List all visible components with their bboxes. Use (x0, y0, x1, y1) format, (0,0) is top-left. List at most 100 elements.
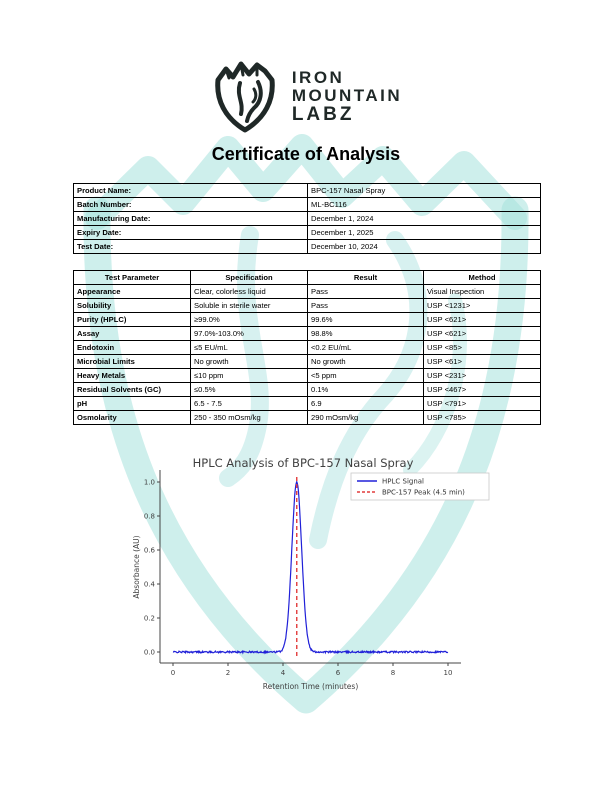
page-title: Certificate of Analysis (211, 144, 401, 164)
column-header: Result (307, 270, 424, 285)
logo-text-labz: LABZ (291, 103, 355, 125)
result: No growth (307, 354, 424, 369)
x-axis-label: Retention Time (minutes) (263, 682, 359, 691)
logo-wordmark: IRON MOUNTAIN LABZ (291, 67, 403, 125)
table-row: Assay 97.0%-103.0% 98.8% USP <621> (73, 326, 541, 341)
table-row: Batch Number: ML-BC116 (73, 197, 541, 212)
x-tick-label: 4 (281, 669, 286, 677)
test-parameter: Endotoxin (73, 340, 191, 355)
table-row: Purity (HPLC) ≥99.0% 99.6% USP <621> (73, 312, 541, 327)
x-tick-label: 0 (171, 669, 175, 677)
result: <5 ppm (307, 368, 424, 383)
specification: 250 - 350 mOsm/kg (190, 410, 308, 425)
column-header: Method (423, 270, 541, 285)
x-tick-label: 2 (226, 669, 230, 677)
table-row: Test Date: December 10, 2024 (73, 239, 541, 254)
test-parameter: Appearance (73, 284, 191, 299)
table-row: Product Name: BPC-157 Nasal Spray (73, 183, 541, 198)
method: USP <621> (423, 312, 541, 327)
test-parameter: Osmolarity (73, 410, 191, 425)
result: 290 mOsm/kg (307, 410, 424, 425)
table-row: Osmolarity 250 - 350 mOsm/kg 290 mOsm/kg… (73, 410, 541, 425)
test-results-table: Test Parameter Specification Result Meth… (73, 270, 541, 425)
specification: ≤10 ppm (190, 368, 308, 383)
table-row: Heavy Metals ≤10 ppm <5 ppm USP <231> (73, 368, 541, 383)
method: USP <231> (423, 368, 541, 383)
test-parameter: Assay (73, 326, 191, 341)
x-tick-label: 10 (444, 669, 453, 677)
test-parameter: Microbial Limits (73, 354, 191, 369)
table-row: Solubility Soluble in sterile water Pass… (73, 298, 541, 313)
x-tick-label: 6 (336, 669, 341, 677)
table-row: pH 6.5 - 7.5 6.9 USP <791> (73, 396, 541, 411)
legend-entry: BPC-157 Peak (4.5 min) (382, 489, 465, 497)
mountain-shield-icon (210, 56, 280, 136)
table-row: Microbial Limits No growth No growth USP… (73, 354, 541, 369)
method: USP <791> (423, 396, 541, 411)
specification: 6.5 - 7.5 (190, 396, 308, 411)
method: USP <621> (423, 326, 541, 341)
specification: No growth (190, 354, 308, 369)
field-value: BPC-157 Nasal Spray (307, 183, 541, 198)
y-tick-label: 0.2 (144, 615, 155, 623)
specification: ≤0.5% (190, 382, 308, 397)
specification: Soluble in sterile water (190, 298, 308, 313)
logo: IRON MOUNTAIN LABZ (0, 56, 612, 136)
y-tick-label: 0.8 (144, 513, 155, 521)
method: USP <467> (423, 382, 541, 397)
test-parameter: Heavy Metals (73, 368, 191, 383)
field-value: December 1, 2025 (307, 225, 541, 240)
method: USP <85> (423, 340, 541, 355)
hplc-signal-trace (172, 479, 449, 655)
table-header-row: Test Parameter Specification Result Meth… (73, 270, 541, 285)
method: Visual Inspection (423, 284, 541, 299)
result: 98.8% (307, 326, 424, 341)
hplc-chromatogram: HPLC Analysis of BPC-157 Nasal Spray Rete… (132, 456, 490, 691)
x-tick-label: 8 (391, 669, 395, 677)
logo-text-mountain: MOUNTAIN (291, 85, 403, 105)
field-label: Batch Number: (73, 197, 308, 212)
field-value: ML-BC116 (307, 197, 541, 212)
chart-title: HPLC Analysis of BPC-157 Nasal Spray (193, 456, 414, 470)
y-axis-label: Absorbance (AU) (132, 535, 141, 598)
product-info-table: Product Name: BPC-157 Nasal Spray Batch … (73, 183, 541, 254)
field-label: Test Date: (73, 239, 308, 254)
field-value: December 1, 2024 (307, 211, 541, 226)
table-row: Expiry Date: December 1, 2025 (73, 225, 541, 240)
method: USP <61> (423, 354, 541, 369)
method: USP <1231> (423, 298, 541, 313)
test-parameter: Residual Solvents (GC) (73, 382, 191, 397)
result: 6.9 (307, 396, 424, 411)
logo-text-iron: IRON (291, 67, 345, 87)
table-row: Endotoxin ≤5 EU/mL <0.2 EU/mL USP <85> (73, 340, 541, 355)
table-row: Residual Solvents (GC) ≤0.5% 0.1% USP <4… (73, 382, 541, 397)
result: Pass (307, 298, 424, 313)
specification: ≤5 EU/mL (190, 340, 308, 355)
specification: ≥99.0% (190, 312, 308, 327)
column-header: Specification (190, 270, 308, 285)
y-tick-label: 0.4 (144, 581, 156, 589)
table-row: Manufacturing Date: December 1, 2024 (73, 211, 541, 226)
y-tick-label: 0.6 (144, 547, 156, 555)
hplc-chart: HPLC Analysis of BPC-157 Nasal Spray Rete… (130, 440, 490, 695)
result: 0.1% (307, 382, 424, 397)
legend-entry: HPLC Signal (382, 478, 424, 486)
y-tick-label: 0.0 (144, 649, 155, 657)
table-row: Appearance Clear, colorless liquid Pass … (73, 284, 541, 299)
column-header: Test Parameter (73, 270, 191, 285)
specification: 97.0%-103.0% (190, 326, 308, 341)
field-label: Expiry Date: (73, 225, 308, 240)
result: <0.2 EU/mL (307, 340, 424, 355)
field-value: December 10, 2024 (307, 239, 541, 254)
method: USP <785> (423, 410, 541, 425)
result: Pass (307, 284, 424, 299)
result: 99.6% (307, 312, 424, 327)
test-parameter: pH (73, 396, 191, 411)
y-tick-label: 1.0 (144, 479, 155, 487)
field-label: Manufacturing Date: (73, 211, 308, 226)
specification: Clear, colorless liquid (190, 284, 308, 299)
test-parameter: Solubility (73, 298, 191, 313)
test-parameter: Purity (HPLC) (73, 312, 191, 327)
field-label: Product Name: (73, 183, 308, 198)
